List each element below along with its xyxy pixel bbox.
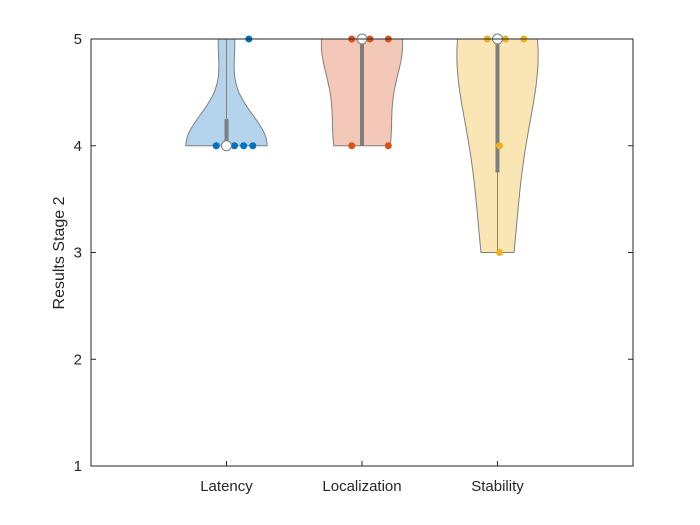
y-tick-label: 5 xyxy=(74,31,82,48)
x-tick-label: Latency xyxy=(200,478,253,495)
data-point-latency xyxy=(249,142,257,150)
data-point-latency xyxy=(231,142,238,150)
data-point-localization xyxy=(384,142,392,150)
points-layer xyxy=(212,33,528,256)
median-marker-latency xyxy=(221,140,232,152)
data-point-latency xyxy=(212,142,220,150)
data-point-stability xyxy=(496,249,504,256)
data-point-stability xyxy=(496,142,504,150)
y-tick-label: 1 xyxy=(74,458,82,475)
x-tick-label: Localization xyxy=(322,478,401,495)
y-tick-label: 3 xyxy=(74,245,82,262)
y-axis-ticks: 1 2 3 4 5 xyxy=(74,31,633,475)
data-point-localization xyxy=(348,142,356,150)
y-tick-label: 4 xyxy=(74,138,82,155)
data-point-latency xyxy=(240,142,248,150)
y-axis-label: Results Stage 2 xyxy=(51,196,68,309)
y-tick-label: 2 xyxy=(74,351,82,368)
x-tick-label: Stability xyxy=(471,478,524,495)
x-axis-ticks: Latency Localization Stability xyxy=(200,461,524,495)
